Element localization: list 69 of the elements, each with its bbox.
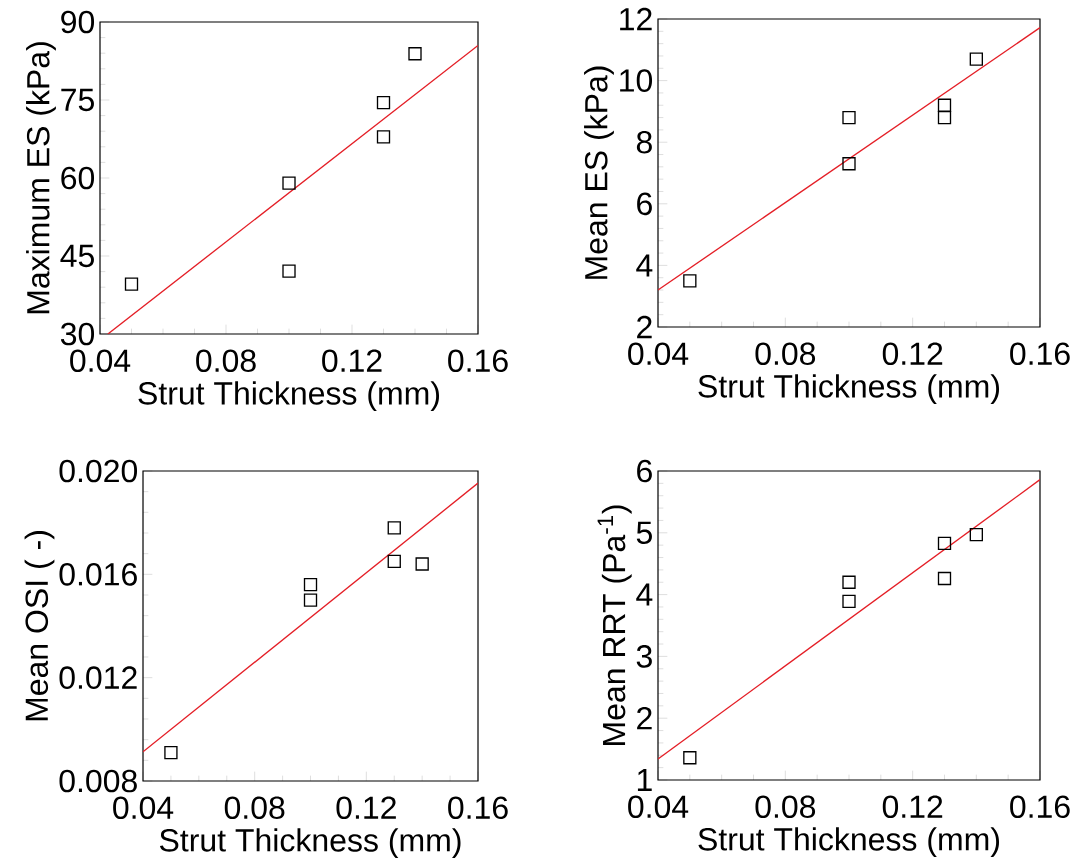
point bbox=[842, 594, 856, 609]
x-axis-title: Strut Thickness (mm) bbox=[698, 374, 999, 405]
y-tick-label: 6 bbox=[637, 192, 652, 216]
point bbox=[282, 264, 296, 278]
y-axis-title: Mean ES (kPa) bbox=[584, 66, 614, 279]
point bbox=[415, 557, 429, 571]
y-tick-label: 2 bbox=[637, 315, 652, 339]
y-tick-label: 8 bbox=[636, 130, 652, 154]
y-tick-label: 60 bbox=[61, 166, 95, 190]
x-tick-label: 0.04 bbox=[70, 349, 131, 373]
point bbox=[376, 130, 391, 144]
y-axis-title: Mean OSI ( -) bbox=[24, 531, 55, 721]
x-tick-label: 0.16 bbox=[1010, 795, 1070, 819]
point bbox=[937, 110, 952, 125]
y-tick-label: 6 bbox=[637, 459, 652, 483]
y-axis-title: Mean RRT (Pa$^{-1}$) bbox=[597, 505, 632, 745]
x-tick-label: 0.12 bbox=[322, 349, 382, 373]
y-tick-label: 2 bbox=[637, 707, 652, 730]
x-tick-label: 0.16 bbox=[1010, 342, 1070, 366]
y-tick-label: 4 bbox=[636, 583, 653, 606]
x-tick-label: 0.12 bbox=[882, 795, 943, 819]
point bbox=[683, 751, 697, 765]
point bbox=[164, 745, 178, 760]
y-tick-label: 4 bbox=[636, 254, 653, 277]
y-tick-label: 3 bbox=[636, 645, 652, 668]
y-tick-label: 0.012 bbox=[59, 666, 137, 689]
y-tick-label: 0.020 bbox=[59, 459, 138, 483]
y-tick-label: 45 bbox=[60, 244, 94, 268]
y-tick-label: 0.008 bbox=[59, 769, 137, 793]
point bbox=[124, 277, 139, 291]
y-tick-label: 1 bbox=[637, 768, 652, 792]
x-tick-label: 0.08 bbox=[196, 349, 256, 373]
point bbox=[842, 157, 856, 171]
point bbox=[842, 110, 856, 125]
y-tick-label: 10 bbox=[620, 69, 653, 92]
x-tick-label: 0.16 bbox=[448, 796, 508, 820]
x-axis-title: Strut Thickness (mm) bbox=[698, 827, 999, 857]
point bbox=[969, 52, 983, 66]
x-tick-label: 0.04 bbox=[113, 796, 174, 820]
point bbox=[842, 575, 856, 589]
x-tick-label: 0.04 bbox=[628, 795, 689, 819]
x-tick-label: 0.12 bbox=[882, 342, 943, 366]
point bbox=[376, 95, 391, 110]
y-tick-label: 30 bbox=[60, 322, 95, 346]
point bbox=[969, 527, 983, 542]
y-axis-title: Maximum ES (kPa) bbox=[26, 42, 56, 314]
y-tick-label: 12 bbox=[620, 7, 652, 31]
x-tick-label: 0.08 bbox=[755, 342, 816, 366]
point bbox=[387, 521, 401, 535]
x-axis-title: Strut Thickness (mm) bbox=[138, 381, 439, 412]
point bbox=[937, 98, 952, 112]
x-tick-label: 0.08 bbox=[755, 795, 816, 819]
point bbox=[408, 47, 422, 61]
y-tick-label: 75 bbox=[61, 88, 94, 112]
x-tick-label: 0.12 bbox=[336, 796, 396, 820]
point bbox=[303, 593, 318, 607]
point bbox=[937, 571, 952, 586]
x-axis-title: Strut Thickness (mm) bbox=[159, 828, 461, 858]
x-tick-label: 0.08 bbox=[224, 796, 285, 820]
point bbox=[303, 577, 318, 592]
y-tick-label: 90 bbox=[61, 10, 95, 34]
point bbox=[387, 554, 401, 569]
point bbox=[683, 274, 697, 288]
x-tick-label: 0.16 bbox=[448, 349, 508, 373]
point bbox=[937, 536, 952, 550]
point bbox=[282, 176, 296, 190]
y-tick-label: 5 bbox=[636, 521, 652, 544]
x-tick-label: 0.04 bbox=[628, 342, 689, 366]
y-tick-label: 0.016 bbox=[59, 563, 137, 586]
